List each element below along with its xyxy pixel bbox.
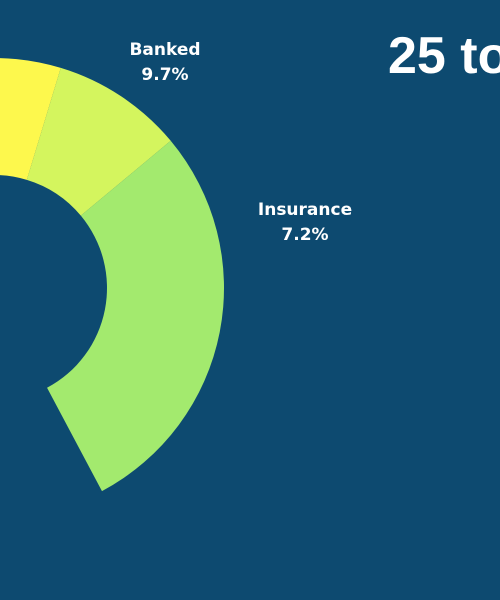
slice-label-insurance: Insurance 7.2% xyxy=(250,198,360,247)
donut-slice-insurance xyxy=(26,67,171,216)
donut-slices xyxy=(0,58,224,492)
slice-label-banked: Banked 9.7% xyxy=(120,38,210,87)
donut-slice-banked xyxy=(0,58,61,180)
donut-slice-other xyxy=(47,140,224,492)
slice-label-banked-name: Banked xyxy=(129,40,201,60)
slice-label-insurance-name: Insurance xyxy=(257,200,353,220)
headline-text: 25 to xyxy=(388,27,500,85)
slice-label-banked-value: 9.7% xyxy=(141,64,189,85)
slice-label-insurance-value: 7.2% xyxy=(281,224,329,245)
